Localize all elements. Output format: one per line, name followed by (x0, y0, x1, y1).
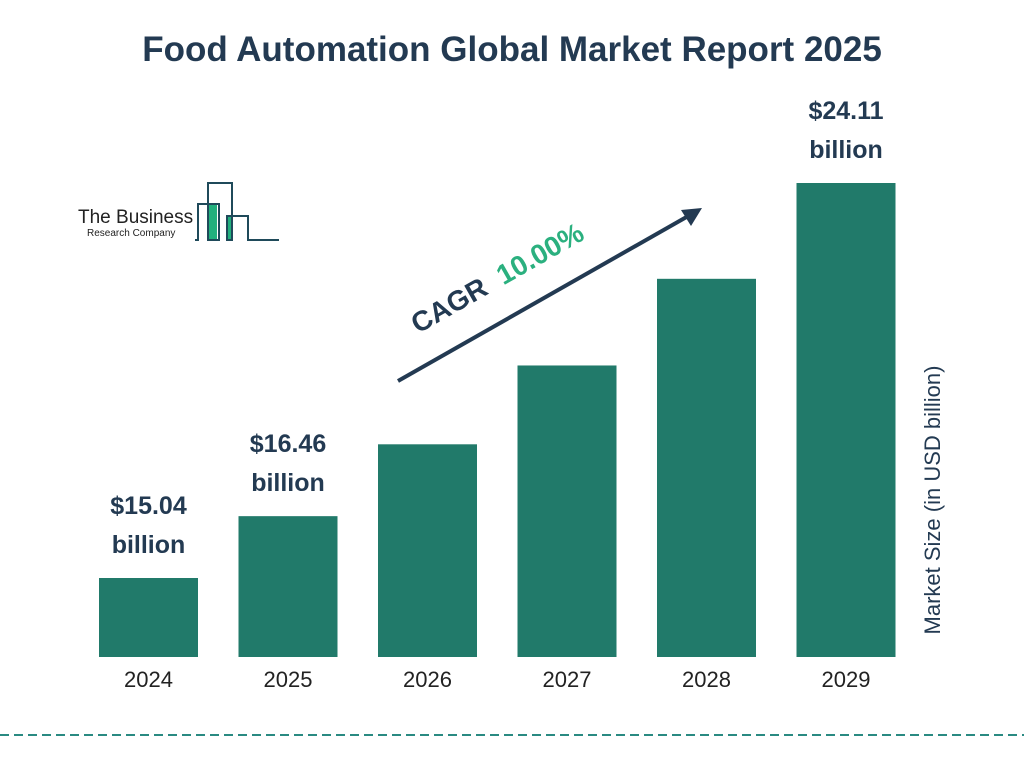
x-tick-label: 2027 (543, 667, 592, 692)
bar-2025 (238, 516, 338, 657)
data-label: $16.46 (250, 430, 326, 458)
data-label: $15.04 (110, 492, 187, 520)
bar-2027 (517, 365, 617, 657)
data-label: billion (251, 469, 325, 497)
data-label: billion (112, 531, 186, 559)
x-tick-label: 2029 (822, 667, 871, 692)
bar-2026 (378, 444, 477, 657)
bar-2024 (99, 578, 198, 657)
logo-text-line2: Research Company (87, 228, 175, 239)
bar-2028 (657, 278, 756, 657)
bar-2029 (796, 183, 896, 657)
chart-title: Food Automation Global Market Report 202… (142, 30, 882, 69)
logo: The Business Research Company (78, 182, 279, 241)
data-label: billion (809, 136, 883, 164)
logo-accent-bar (207, 204, 217, 240)
logo-accent-bar (227, 216, 232, 240)
logo-building-outline (195, 182, 279, 241)
logo-text-line1: The Business (78, 207, 193, 228)
cagr-annotation: CAGR 10.00% (397, 208, 702, 383)
x-tick-label: 2026 (403, 667, 452, 692)
svg-text:CAGR 10.00%: CAGR 10.00% (406, 217, 589, 339)
y-axis-label: Market Size (in USD billion) (920, 366, 945, 635)
cagr-arrow-head (681, 208, 702, 226)
x-tick-label: 2025 (264, 667, 313, 692)
x-tick-label: 2028 (682, 667, 731, 692)
cagr-prefix: CAGR (406, 272, 493, 340)
x-tick-label: 2024 (124, 667, 173, 692)
cagr-arrow-line (397, 213, 691, 383)
data-label: $24.11 (808, 97, 883, 125)
